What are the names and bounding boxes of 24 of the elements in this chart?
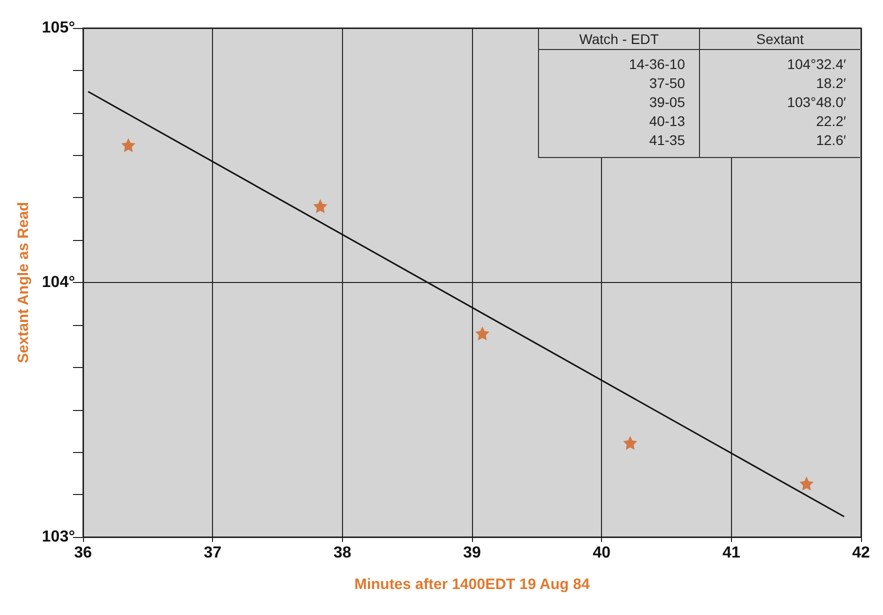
annotation: 39-05	[648, 93, 686, 112]
annotation: 18.2′	[700, 74, 860, 93]
x-tick-label: 40	[592, 544, 611, 562]
x-tick-label: 42	[852, 544, 870, 562]
x-tick-label: 36	[74, 544, 92, 562]
annotation: Sextant	[700, 29, 860, 50]
annotation: 22.2′	[700, 112, 860, 131]
annotation: 104°32.4′	[700, 50, 860, 74]
y-tick-label: 103°	[42, 528, 75, 546]
annotation: 12.6′	[700, 131, 860, 158]
y-axis-title: Sextant Angle as Read	[15, 202, 32, 364]
annotation: Watch - EDT	[538, 29, 700, 50]
x-tick-label: 38	[333, 544, 352, 562]
y-tick-label: 105°	[42, 20, 75, 36]
x-axis-title: Minutes after 1400EDT 19 Aug 84	[354, 576, 590, 593]
x-tick-label: 41	[722, 544, 740, 562]
annotation: 41-35	[648, 131, 686, 150]
annotation: 103°48.0′	[700, 93, 860, 112]
x-tick-label: 37	[204, 544, 222, 562]
annotation: 14-36-10	[628, 55, 686, 74]
y-tick-label: 104°	[42, 274, 75, 291]
annotation: 40-13	[648, 112, 686, 131]
x-tick-label: 39	[463, 544, 481, 562]
annotation: 37-50	[648, 74, 686, 93]
